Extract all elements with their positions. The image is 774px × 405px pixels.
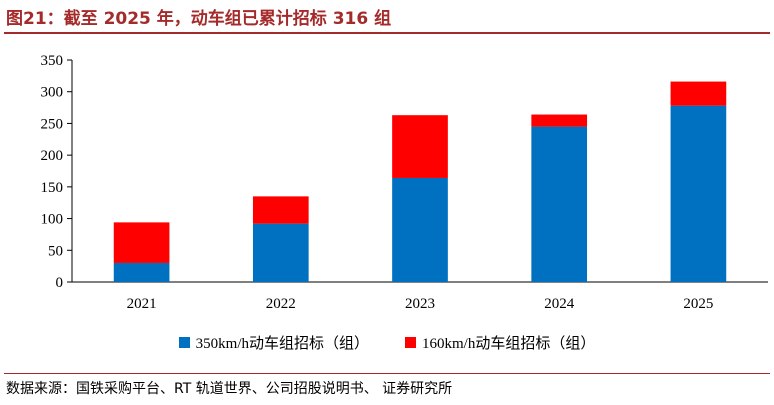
legend-label-350: 350km/h动车组招标（组）: [195, 336, 369, 352]
y-tick-label: 300: [41, 85, 64, 101]
legend-swatch-350: [178, 337, 190, 348]
bar-350-2024: [531, 126, 588, 282]
bar-350-2021: [113, 262, 170, 282]
y-tick-label: 350: [41, 53, 64, 69]
bar-350-2025: [670, 105, 727, 282]
bar-160-2022: [252, 196, 309, 224]
bar-160-2021: [113, 222, 170, 263]
chart-title: 图21：截至 2025 年，动车组已累计招标 316 组: [6, 9, 392, 29]
y-tick-label: 200: [41, 148, 64, 164]
x-tick-label: 2021: [127, 296, 157, 312]
x-tick-label: 2023: [405, 296, 435, 312]
legend-item-160: 160km/h动车组招标（组）: [405, 332, 595, 353]
bar-160-2023: [392, 115, 448, 178]
legend: 350km/h动车组招标（组） 160km/h动车组招标（组）: [0, 332, 774, 353]
y-tick-label: 150: [41, 180, 64, 196]
y-tick-label: 0: [56, 275, 64, 291]
stacked-bar-chart: 0 50 100 150 200 250 300 350 2021 2022 2023 2024 202…: [41, 53, 768, 312]
legend-swatch-160: [405, 337, 416, 348]
y-tick-label: 250: [41, 116, 64, 132]
x-tick-label: 2022: [266, 296, 296, 312]
bar-160-2024: [531, 114, 588, 127]
y-tick-label: 50: [48, 243, 63, 259]
source-divider: [4, 373, 770, 374]
bar-160-2025: [670, 81, 727, 106]
x-tick-label: 2024: [544, 296, 575, 312]
source-note: 数据来源：国铁采购平台、RT 轨道世界、公司招股说明书、 证券研究所: [6, 381, 453, 397]
bar-350-2023: [392, 177, 448, 282]
legend-label-160: 160km/h动车组招标（组）: [422, 336, 596, 352]
title-divider: [4, 32, 770, 34]
y-tick-label: 100: [41, 212, 64, 228]
legend-item-350: 350km/h动车组招标（组）: [178, 332, 369, 353]
x-tick-label: 2025: [683, 296, 713, 312]
bar-350-2022: [252, 223, 309, 282]
